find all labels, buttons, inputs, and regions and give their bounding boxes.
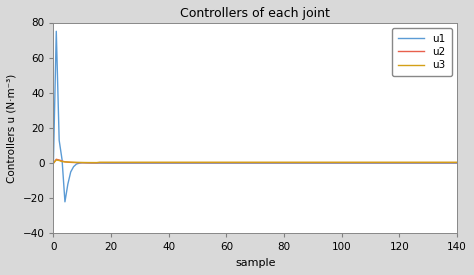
u1 [56, 139, 62, 142]
Line: u3: u3 [54, 160, 457, 163]
u3 [397, 161, 402, 164]
u3 [455, 161, 460, 164]
u1 [400, 161, 405, 165]
u3 [51, 161, 56, 165]
u2 [76, 161, 82, 164]
u1 [440, 161, 446, 165]
u3 [186, 161, 192, 164]
u3 [76, 161, 82, 164]
u1 [51, 161, 56, 165]
Legend: u1, u2, u3: u1, u2, u3 [392, 28, 452, 76]
u1 [54, 30, 59, 33]
u1 [62, 200, 68, 204]
u2 [397, 161, 402, 164]
u2 [186, 161, 192, 164]
u1 [408, 161, 414, 165]
u2 [405, 161, 411, 164]
u2 [455, 161, 460, 164]
u3 [437, 161, 443, 164]
u1 [189, 161, 195, 165]
u1 [455, 161, 460, 165]
u2 [56, 158, 62, 162]
u2 [51, 161, 56, 165]
u3 [54, 158, 59, 162]
u2 [437, 161, 443, 164]
Line: u2: u2 [54, 159, 457, 163]
Line: u1: u1 [54, 31, 457, 202]
X-axis label: sample: sample [235, 258, 275, 268]
Title: Controllers of each joint: Controllers of each joint [180, 7, 330, 20]
Y-axis label: Controllers u (N·m⁻³): Controllers u (N·m⁻³) [7, 73, 17, 183]
u3 [405, 161, 411, 164]
u2 [54, 158, 59, 161]
u1 [80, 161, 85, 164]
u3 [56, 159, 62, 162]
